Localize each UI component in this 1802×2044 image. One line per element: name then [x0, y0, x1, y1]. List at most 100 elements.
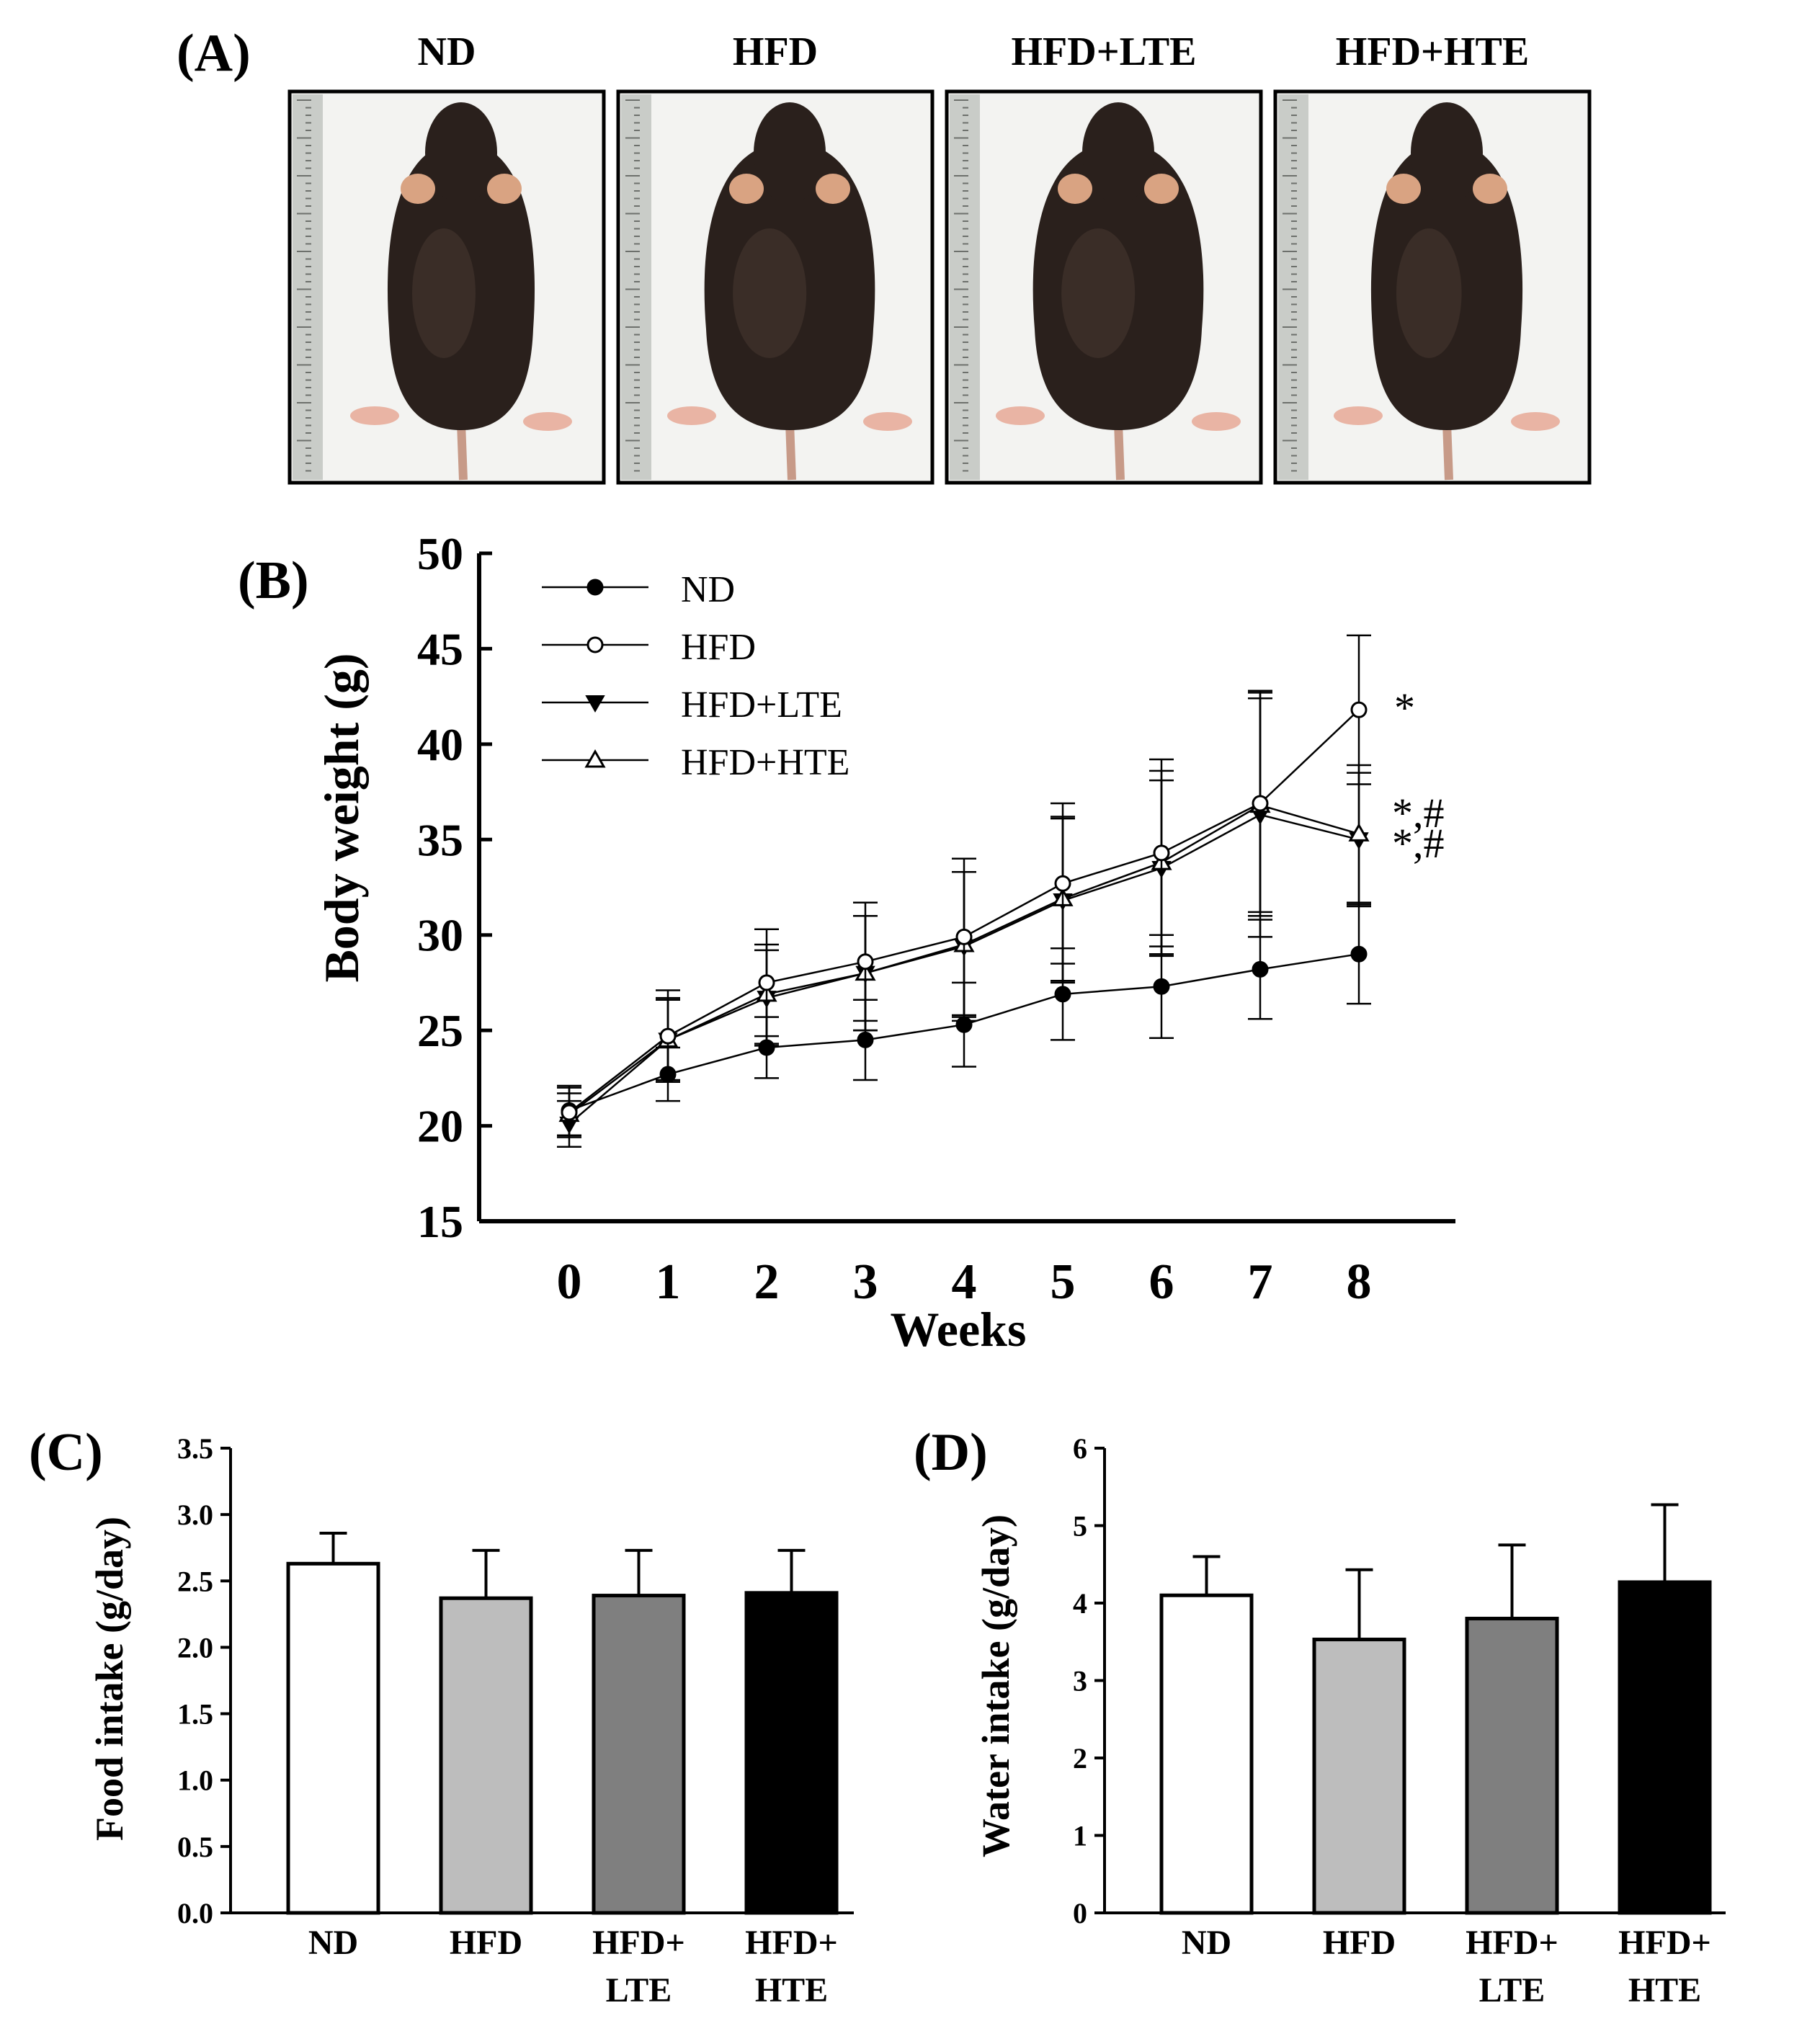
- b-point: [586, 636, 604, 653]
- mouse-head: [1082, 102, 1154, 203]
- ruler: [950, 94, 980, 480]
- panel-b-label: (B): [238, 551, 309, 610]
- photo-4: HFD+HTE: [1273, 30, 1592, 485]
- b-point: [659, 1027, 677, 1045]
- b-x-axis-title: Weeks: [891, 1302, 1027, 1357]
- mouse-head: [754, 102, 826, 203]
- ruler: [1278, 94, 1308, 480]
- c-y-tick-label: 1.0: [177, 1764, 213, 1797]
- left-ear: [1058, 174, 1092, 204]
- d-x-tick-label: LTE: [1479, 1971, 1545, 2009]
- c-y-tick-label: 2.0: [177, 1631, 213, 1664]
- left-hind-foot: [667, 406, 716, 425]
- c-y-tick-label: 3.5: [177, 1432, 213, 1465]
- c-y-tick-label: 2.5: [177, 1565, 213, 1597]
- right-ear: [1144, 174, 1179, 204]
- left-hind-foot: [350, 406, 399, 425]
- b-series-HFD: [557, 634, 1371, 1138]
- b-legend-label: ND: [681, 569, 735, 610]
- b-y-tick-label: 35: [417, 814, 463, 865]
- d-y-tick-label: 6: [1073, 1432, 1087, 1465]
- left-hind-foot: [1334, 406, 1383, 425]
- left-ear: [401, 174, 435, 204]
- b-point: [1054, 986, 1071, 1003]
- d-x-tick-label: HFD: [1323, 1924, 1396, 1962]
- panel-a: (A) ND HFD HFD+LTE HFD+HTE: [177, 24, 1592, 485]
- fur-highlight: [1396, 228, 1462, 358]
- b-point: [1252, 960, 1269, 978]
- mouse-photos: ND HFD HFD+LTE HFD+HTE: [287, 30, 1592, 485]
- b-legend-label: HFD+LTE: [681, 684, 842, 726]
- d-x-tick-label: ND: [1182, 1924, 1231, 1962]
- d-bar: [1312, 1638, 1406, 1915]
- b-point: [584, 749, 606, 768]
- c-bar: [592, 1594, 686, 1915]
- b-point: [1153, 978, 1170, 995]
- left-ear: [729, 174, 764, 204]
- c-y-tick-label: 1.5: [177, 1698, 213, 1731]
- c-y-tick-label: 0.5: [177, 1831, 213, 1863]
- b-y-axis-title: Body weight (g): [314, 653, 369, 982]
- b-legend-item: HFD: [542, 627, 756, 668]
- photo-label: HFD+HTE: [1336, 30, 1529, 74]
- b-significance-annotation: *: [1394, 684, 1415, 731]
- b-point: [1153, 844, 1170, 862]
- c-x-tick-label: HFD+: [745, 1924, 838, 1962]
- d-y-tick-label: 5: [1073, 1510, 1087, 1543]
- panel-c-bar-chart: (C) Food intake (g/day) 0.0 0.5 1.0 1.5 2.0 2…: [29, 1423, 854, 2009]
- left-hind-foot: [996, 406, 1045, 425]
- b-y-tick-label: 15: [417, 1196, 463, 1247]
- mouse-head: [425, 102, 497, 203]
- d-bar: [1618, 1580, 1712, 1915]
- b-point: [1252, 795, 1269, 812]
- right-hind-foot: [523, 412, 572, 431]
- d-y-tick-label: 3: [1073, 1665, 1087, 1697]
- b-x-tick-label: 8: [1347, 1254, 1372, 1310]
- b-point: [955, 928, 973, 945]
- b-x-tick-label: 0: [557, 1254, 582, 1310]
- c-y-tick-label: 0.0: [177, 1897, 213, 1929]
- tail: [785, 422, 796, 481]
- c-bar: [439, 1596, 533, 1915]
- right-hind-foot: [863, 412, 912, 431]
- b-y-tick-label: 40: [417, 719, 463, 770]
- b-y-tick-label: 50: [417, 528, 463, 579]
- c-x-tick-label: LTE: [606, 1971, 672, 2009]
- photo-label: HFD: [733, 30, 818, 74]
- panel-c-label: (C): [29, 1423, 103, 1482]
- panel-d-bar-chart: (D) Water intake (g/day) 0 1 2 3 4 5 6 ND HFD HFD…: [914, 1423, 1726, 2009]
- right-ear: [816, 174, 850, 204]
- b-x-tick-label: 2: [754, 1254, 780, 1310]
- b-y-tick-label: 45: [417, 623, 463, 674]
- ruler: [621, 94, 651, 480]
- right-hind-foot: [1192, 412, 1241, 431]
- b-legend-label: HFD+HTE: [681, 742, 849, 783]
- b-point: [1350, 701, 1368, 718]
- c-y-axis-title: Food intake (g/day): [88, 1517, 131, 1841]
- ruler: [293, 94, 323, 480]
- panel-d-label: (D): [914, 1423, 988, 1482]
- c-bar: [744, 1591, 839, 1915]
- b-y-tick-label: 20: [417, 1101, 463, 1152]
- b-significance-annotation: *,#: [1392, 820, 1445, 867]
- panel-b-line-chart: (B) Body weight (g) Weeks 15202530354045…: [238, 528, 1455, 1357]
- b-point: [586, 579, 604, 596]
- d-y-tick-label: 1: [1073, 1820, 1087, 1852]
- b-x-tick-label: 3: [853, 1254, 878, 1310]
- photo-label: ND: [418, 30, 476, 74]
- ruler-ticks: [954, 99, 968, 472]
- b-legend-item: HFD+LTE: [542, 684, 842, 726]
- photo-1: ND: [287, 30, 606, 485]
- right-hind-foot: [1511, 412, 1560, 431]
- panel-a-label: (A): [177, 24, 251, 83]
- d-x-tick-label: HTE: [1628, 1971, 1701, 2009]
- fur-highlight: [412, 228, 476, 358]
- tail: [1442, 422, 1453, 481]
- b-point: [561, 1104, 578, 1121]
- c-x-tick-label: HFD+: [592, 1924, 685, 1962]
- b-legend-label: HFD: [681, 627, 756, 668]
- b-x-tick-label: 4: [952, 1254, 977, 1310]
- tail: [1114, 422, 1125, 481]
